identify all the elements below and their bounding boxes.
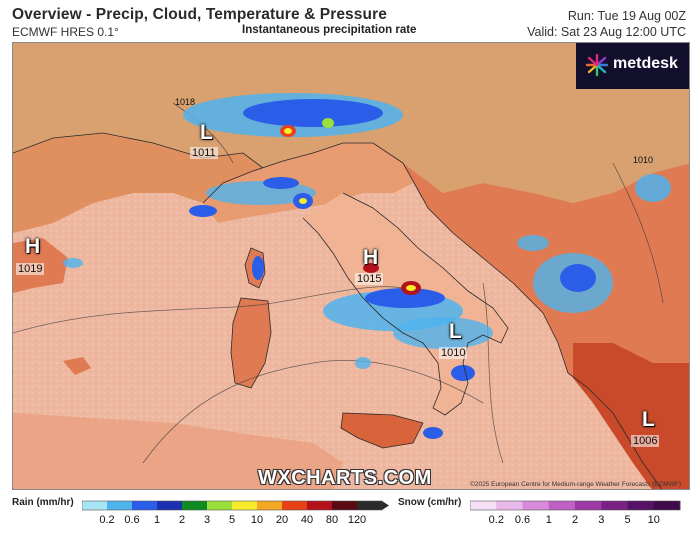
pressure-center-letter: L [200, 121, 213, 144]
snow-legend-title: Snow (cm/hr) [398, 497, 462, 508]
pressure-center-letter: H [25, 235, 41, 258]
legend-swatch [601, 501, 628, 510]
land-greece [573, 343, 689, 489]
legend-outline [470, 500, 681, 511]
valid-time: Valid: Sat 23 Aug 12:00 UTC [527, 25, 686, 39]
legend-swatch [307, 501, 333, 510]
pressure-center-value: 1019 [16, 263, 45, 275]
legend-arrow [382, 501, 389, 510]
pressure-center-value: 1010 [439, 347, 468, 359]
legend-tick: 20 [275, 514, 289, 526]
pressure-center-letter: H [363, 246, 379, 269]
legend-tick: 0.2 [99, 514, 115, 526]
legend-swatch [232, 501, 258, 510]
legend-tick: 2 [178, 514, 186, 526]
precipitation-cells [63, 93, 671, 439]
copyright: ©2025 European Centre for Medium-range W… [470, 481, 681, 488]
legend-swatch [107, 501, 133, 510]
legend-tick: 5 [624, 514, 631, 526]
snow-legend-bar [470, 500, 681, 511]
legend-tick: 80 [325, 514, 339, 526]
legend-tick: 10 [647, 514, 660, 526]
brand-name: metdesk [613, 55, 678, 72]
land-balearics [63, 357, 91, 375]
legend-tick: 1 [545, 514, 552, 526]
land-africa [13, 413, 343, 489]
watermark: WXCHARTS.COM [258, 467, 432, 489]
pressure-center-value: 1015 [355, 273, 384, 285]
legend-swatch [132, 501, 158, 510]
model-label: ECMWF HRES 0.1° [12, 25, 119, 39]
legend-swatch [282, 501, 308, 510]
legend-tick: 3 [598, 514, 605, 526]
weather-map[interactable]: metdesk L 1011 H 1019 H 1015 L 1010 L 10… [12, 42, 690, 490]
legend-swatch [627, 501, 655, 510]
legend-swatch [653, 501, 681, 510]
legend-tick: 1 [153, 514, 161, 526]
legend-tick: 10 [250, 514, 264, 526]
map-canvas [13, 43, 689, 489]
rain-legend-title: Rain (mm/hr) [12, 497, 74, 508]
snow-legend-ticks: 0.2 0.6 1 2 3 5 10 [470, 514, 680, 530]
legend-swatch [157, 501, 183, 510]
legend-swatch [82, 501, 108, 510]
legend-tick: 0.2 [488, 514, 504, 526]
land-sardinia [231, 298, 271, 388]
isobars [13, 102, 664, 464]
chart-subtitle: Instantaneous precipitation rate [242, 24, 417, 36]
coastlines [13, 132, 663, 489]
legend-tick: 0.6 [124, 514, 140, 526]
run-time: Run: Tue 19 Aug 00Z [567, 9, 686, 23]
isobar-label: 1010 [633, 155, 654, 165]
legend-tick: 120 [347, 514, 367, 526]
pressure-center-letter: L [642, 408, 655, 431]
legend-swatch [496, 501, 523, 510]
chart-title: Overview - Precip, Cloud, Temperature & … [12, 6, 387, 23]
legend-tick: 2 [571, 514, 579, 526]
legend-swatch [207, 501, 233, 510]
rain-legend-ticks: 0.2 0.6 1 2 3 5 10 20 40 80 120 [82, 514, 382, 530]
pressure-center-letter: L [449, 320, 462, 343]
legend-swatch [522, 501, 550, 510]
legend-swatch [257, 501, 283, 510]
isobar-label: 1018 [175, 97, 196, 107]
legend-swatch [575, 501, 602, 510]
legend-swatch [332, 501, 358, 510]
pressure-center-value: 1006 [631, 435, 660, 447]
legend-swatch [357, 501, 383, 510]
brand-logo[interactable]: metdesk [576, 43, 689, 89]
legend-tick: 40 [300, 514, 314, 526]
metdesk-starburst-icon [585, 53, 609, 77]
rain-legend-bar [82, 500, 389, 511]
header: Overview - Precip, Cloud, Temperature & … [0, 0, 700, 42]
legend-tick: 0.6 [514, 514, 531, 526]
legend-tick: 5 [228, 514, 236, 526]
legend-swatch [470, 501, 497, 510]
legend-swatch [182, 501, 208, 510]
legend-swatch [548, 501, 576, 510]
pressure-center-value: 1011 [190, 147, 218, 159]
legend-tick: 3 [203, 514, 211, 526]
